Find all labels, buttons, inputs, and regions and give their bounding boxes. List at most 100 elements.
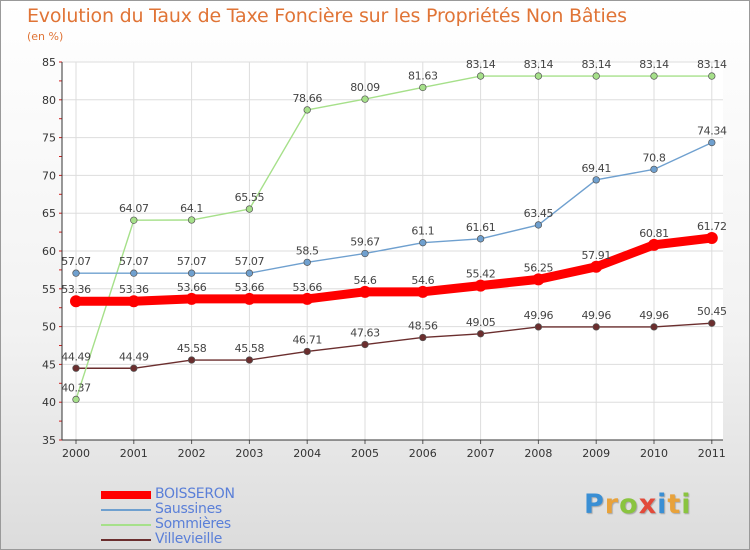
logo-letter: r: [604, 489, 620, 520]
logo-letter: i: [657, 489, 668, 520]
legend-label: Saussines: [155, 501, 222, 517]
data-point: [187, 216, 196, 224]
y-tick-label: 65: [42, 207, 56, 220]
legend-label: Villevieille: [155, 531, 223, 547]
x-tick-label: 2006: [409, 447, 437, 460]
data-label: 46.71: [292, 333, 322, 346]
logo-letter: P: [584, 489, 605, 520]
data-label: 53.36: [119, 283, 149, 296]
data-label: 53.66: [292, 281, 322, 294]
data-label: 61.1: [411, 225, 434, 238]
data-label: 64.07: [119, 202, 149, 215]
data-point: [708, 72, 716, 80]
data-label: 61.72: [697, 220, 727, 233]
data-point: [127, 295, 140, 308]
data-label: 53.36: [61, 283, 91, 296]
data-label: 49.96: [639, 309, 669, 322]
data-labels: 53.36 53.36 53.66 53.66 53.66 54.6 54.6 55.42 56…: [61, 58, 727, 394]
data-point: [72, 395, 80, 404]
data-point: [419, 333, 427, 342]
data-point: [245, 269, 254, 277]
logo-letter: x: [638, 489, 658, 520]
y-tick-label: 40: [42, 396, 56, 409]
data-label: 48.56: [408, 319, 438, 332]
data-label: 58.5: [296, 244, 319, 257]
data-label: 45.58: [177, 342, 207, 355]
series-line-boisseron: [71, 233, 717, 306]
data-label: 69.41: [581, 162, 611, 175]
y-tick-label: 55: [42, 283, 56, 296]
data-label: 40.37: [61, 381, 91, 394]
data-point: [359, 285, 371, 298]
data-point: [534, 72, 543, 80]
data-label: 83.14: [581, 58, 611, 71]
x-tick-label: 2001: [120, 447, 148, 460]
data-label: 54.6: [411, 274, 434, 287]
x-tick-label: 2011: [698, 447, 726, 460]
data-point: [303, 106, 311, 114]
data-label: 65.55: [235, 191, 265, 204]
data-point: [361, 249, 369, 258]
data-point: [130, 216, 138, 224]
data-point: [301, 292, 314, 305]
data-point: [474, 279, 487, 292]
data-label: 49.96: [581, 309, 611, 322]
data-point: [708, 138, 716, 147]
data-point: [476, 72, 485, 80]
data-point: [187, 269, 196, 277]
data-point: [361, 340, 369, 349]
data-point: [650, 72, 658, 80]
data-label: 74.34: [697, 125, 727, 138]
proxiti-logo: Proxiti: [584, 489, 692, 520]
logo-letter: t: [667, 489, 682, 520]
data-label: 83.14: [466, 58, 496, 71]
logo-letter: i: [681, 489, 692, 520]
data-label: 53.66: [235, 281, 265, 294]
data-label: 61.61: [466, 221, 496, 234]
data-label: 78.66: [292, 92, 322, 105]
data-label: 60.81: [639, 227, 669, 240]
y-tick-label: 70: [42, 169, 56, 182]
y-tick-label: 45: [42, 358, 56, 371]
y-tick-label: 80: [42, 94, 56, 107]
data-point: [72, 269, 80, 277]
data-point: [361, 95, 369, 103]
data-label: 54.6: [354, 274, 377, 287]
data-point: [130, 364, 138, 372]
data-point: [534, 221, 543, 229]
x-tick-label: 2009: [582, 447, 610, 460]
data-label: 70.8: [643, 151, 666, 164]
grid-lines: [62, 61, 723, 441]
x-tick-label: 2003: [235, 447, 263, 460]
data-point: [534, 323, 543, 331]
legend-swatch: [101, 509, 151, 511]
data-point: [245, 205, 254, 213]
data-point: [130, 269, 138, 277]
series-lines: [70, 72, 718, 404]
data-label: 44.49: [61, 350, 91, 363]
data-point: [419, 83, 427, 92]
data-point: [70, 295, 82, 308]
data-point: [303, 347, 311, 356]
legend-swatch: [101, 524, 151, 526]
data-label: 57.07: [235, 255, 265, 268]
data-point: [532, 273, 545, 286]
data-point: [185, 292, 198, 305]
x-tick-label: 2008: [524, 447, 552, 460]
data-label: 53.66: [177, 281, 207, 294]
data-label: 50.45: [697, 305, 727, 318]
y-tick-label: 75: [42, 132, 56, 145]
data-label: 64.1: [180, 202, 203, 215]
legend-label: BOISSERON: [155, 486, 235, 502]
x-tick-label: 2000: [62, 447, 90, 460]
data-label: 45.58: [235, 342, 265, 355]
data-point: [592, 323, 600, 331]
data-label: 55.42: [466, 268, 496, 281]
data-label: 57.07: [177, 255, 207, 268]
data-point: [419, 239, 427, 247]
data-label: 47.63: [350, 327, 380, 340]
data-label: 59.67: [350, 235, 380, 248]
data-point: [708, 319, 716, 327]
data-point: [648, 238, 660, 251]
